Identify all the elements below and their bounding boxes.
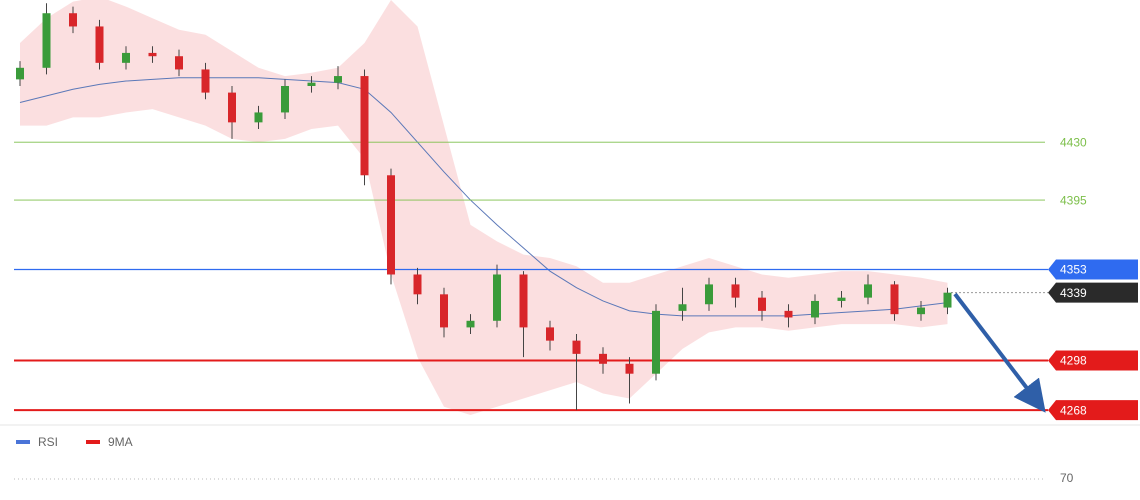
candle-body: [42, 13, 51, 68]
candle-body: [678, 304, 687, 311]
candle-body: [122, 52, 130, 63]
candle-body: [228, 92, 236, 123]
candle-body: [546, 327, 554, 341]
candle-body: [625, 363, 634, 374]
moving-average-line: [19, 77, 948, 317]
candle-body: [281, 85, 289, 113]
legend-swatch: [16, 440, 30, 444]
candle-body: [387, 175, 395, 275]
forecast-arrow: [953, 292, 1046, 413]
candle-body: [175, 56, 183, 70]
level-label: 4395: [1060, 193, 1087, 207]
rsi-tick-label: 70: [1060, 471, 1074, 485]
candle-body: [599, 353, 607, 364]
level-label: 4430: [1060, 135, 1087, 149]
candle-body: [652, 310, 660, 374]
candle-body: [811, 300, 819, 318]
line-layer: [14, 77, 1048, 480]
candle-body: [201, 69, 210, 93]
candle-body: [466, 320, 475, 328]
candle-body: [254, 112, 263, 123]
level-label: 4268: [1060, 403, 1087, 417]
candle-body: [864, 284, 872, 298]
candle-body: [758, 297, 766, 311]
legend-swatch: [86, 440, 100, 444]
label-layer: 4430 4395 4353 4298 4268 4339 RSI 9MA 70: [16, 135, 1138, 485]
level-label: 4298: [1060, 354, 1087, 368]
candle-body: [705, 284, 713, 305]
candle-body: [731, 284, 740, 298]
candle-body: [307, 82, 316, 86]
level-label-box: [1048, 259, 1138, 280]
candle-body: [917, 307, 925, 315]
candle-body: [148, 52, 157, 57]
current-price-box: [1048, 282, 1138, 303]
candle-body: [890, 284, 899, 315]
legend-label: RSI: [38, 435, 58, 449]
level-label: 4353: [1060, 263, 1087, 277]
level-label-box: [1048, 400, 1138, 421]
level-label-box: [1048, 350, 1138, 371]
bollinger-band: [20, 0, 948, 416]
candle-body: [334, 76, 342, 83]
legend-label: 9MA: [108, 435, 133, 449]
current-price-label: 4339: [1060, 286, 1087, 300]
candle-body: [95, 26, 104, 63]
band-layer: [20, 0, 948, 416]
candle-body: [493, 274, 501, 321]
candle-body: [784, 310, 793, 318]
candle-layer: [16, 3, 952, 411]
candle-body: [440, 294, 448, 328]
candle-body: [837, 297, 846, 301]
candle-body: [69, 13, 77, 27]
candle-body: [16, 67, 24, 80]
candle-body: [572, 340, 581, 354]
candle-body: [519, 274, 528, 328]
candle-body: [360, 76, 369, 176]
candle-body: [943, 292, 952, 308]
candle-body: [413, 274, 422, 295]
